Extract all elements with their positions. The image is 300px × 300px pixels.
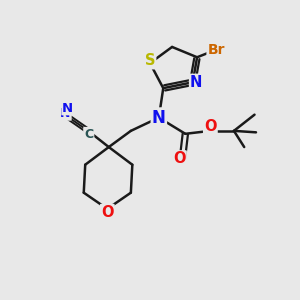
Text: N: N bbox=[60, 107, 71, 120]
Text: N: N bbox=[190, 75, 203, 90]
Text: Br: Br bbox=[208, 43, 225, 57]
Text: N: N bbox=[152, 109, 166, 127]
Text: N: N bbox=[62, 102, 73, 115]
Text: S: S bbox=[145, 53, 155, 68]
Text: O: O bbox=[204, 119, 217, 134]
Text: O: O bbox=[173, 151, 186, 166]
Text: C: C bbox=[84, 128, 93, 141]
Text: O: O bbox=[101, 205, 114, 220]
